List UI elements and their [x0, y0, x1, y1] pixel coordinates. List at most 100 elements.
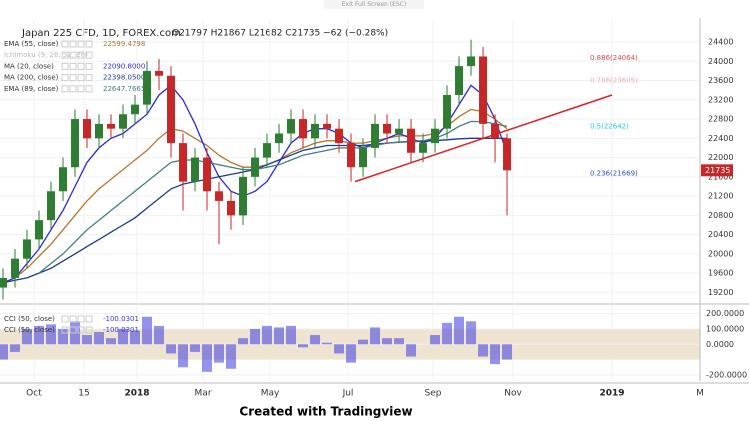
candle-body: [191, 157, 200, 182]
candle-body: [83, 119, 92, 139]
y-tick-label: 24400: [708, 38, 733, 47]
cci-bar: [166, 344, 177, 354]
cci-bar: [82, 335, 93, 345]
y-tick-label: -200.0000: [706, 370, 747, 379]
legend-icon: [69, 40, 77, 48]
legend-icon: [85, 315, 93, 323]
cci-bar: [454, 316, 465, 345]
cci-bar: [322, 342, 333, 345]
last-price-tag: [701, 164, 733, 177]
legend-icon: [85, 74, 93, 82]
cci-bar: [226, 344, 237, 369]
legend-icon: [69, 51, 77, 59]
x-tick-label: Jul: [342, 389, 354, 399]
legend-icon: [77, 74, 85, 82]
x-tick-label: Oct: [26, 389, 42, 399]
legend-icon: [77, 62, 85, 70]
y-tick-label: 0.0000: [706, 340, 734, 349]
y-tick-label: 20400: [708, 230, 733, 239]
fib-label: 0.236(21669): [590, 170, 638, 178]
x-tick-label: Mar: [195, 389, 212, 399]
cci-bar: [334, 344, 345, 354]
legend-name: Ichimoku (9, 26, 52, 26): [4, 51, 88, 59]
candle-body: [107, 123, 116, 129]
cci-bar: [298, 344, 309, 348]
candle-body: [419, 143, 428, 153]
cci-bar: [346, 344, 357, 363]
footer: Created with Tradingview: [239, 405, 412, 419]
cci-bar: [442, 322, 453, 345]
exit-fullscreen[interactable]: Exit Full Screen (ESC): [342, 1, 406, 8]
legend-icon: [77, 326, 85, 334]
legend-icon: [69, 74, 77, 82]
cci-bar: [142, 316, 153, 345]
candle-body: [35, 220, 44, 240]
cci-bar: [178, 344, 189, 368]
legend-icon: [69, 315, 77, 323]
cci-bar: [262, 325, 273, 345]
legend-value: 22599.4798: [103, 40, 145, 48]
candle-body: [467, 56, 476, 67]
legend-icon: [61, 40, 69, 48]
legend-icon: [61, 85, 69, 93]
cci-bar: [478, 344, 489, 357]
candle-body: [23, 239, 32, 259]
cci-bar: [430, 335, 441, 345]
candle-body: [227, 200, 236, 216]
cci-bar: [274, 327, 285, 345]
legend-name: MA (20, close): [4, 62, 54, 70]
candle-body: [503, 138, 512, 171]
x-tick-label: 2019: [600, 389, 625, 399]
candle-body: [299, 119, 308, 139]
cci-legend-name: CCI (50, close): [4, 315, 55, 323]
cci-bar: [406, 344, 417, 357]
legend-icon: [85, 326, 93, 334]
x-tick-label: Sep: [425, 389, 442, 399]
exit-fullscreen-button[interactable]: [324, 0, 424, 9]
legend-icon: [77, 51, 85, 59]
y-tick-label: 200.0000: [706, 309, 744, 318]
fib-label: 0.5(22642): [590, 123, 629, 131]
cci-bar: [466, 321, 477, 345]
y-tick-label: 20000: [708, 249, 733, 258]
cci-bar: [502, 344, 513, 360]
candle-body: [491, 123, 500, 139]
cci-bar: [46, 324, 57, 345]
y-tick-label: 100.0000: [706, 324, 744, 333]
legend-icon: [69, 326, 77, 334]
y-tick-label: 21600: [708, 172, 733, 181]
legend-name: EMA (55, close): [4, 40, 59, 48]
candle-body: [443, 94, 452, 129]
cci-bar: [238, 338, 249, 345]
cci-bar: [154, 325, 165, 345]
candle-body: [71, 119, 80, 168]
candle-body: [155, 70, 164, 76]
cci-bar: [382, 338, 393, 345]
legend-icon: [85, 62, 93, 70]
y-tick-label: 19200: [708, 288, 733, 297]
legend-icon: [85, 40, 93, 48]
x-tick-label: 2018: [125, 389, 150, 399]
indicator-line: [14, 108, 508, 279]
candle-body: [383, 123, 392, 134]
candle-body: [143, 70, 152, 105]
x-tick-label: M: [696, 389, 704, 399]
cci-bar: [106, 338, 117, 345]
x-tick-label: Nov: [504, 389, 522, 399]
y-tick-label: 24000: [708, 57, 733, 66]
cci-bar: [130, 330, 141, 345]
indicator-line: [38, 120, 508, 274]
legend-icon: [77, 40, 85, 48]
y-tick-label: 22400: [708, 134, 733, 143]
candle-body: [263, 143, 272, 158]
cci-bar: [490, 344, 501, 365]
candle-body: [395, 128, 404, 134]
cci-bar: [10, 344, 21, 352]
legend-name: EMA (89, close): [4, 85, 59, 93]
cci-legend-name: CCI (50, close): [4, 326, 55, 334]
legend-icon: [61, 74, 69, 82]
y-tick-label: 19600: [708, 269, 733, 278]
candle-body: [323, 123, 332, 129]
cci-bar: [250, 328, 261, 345]
